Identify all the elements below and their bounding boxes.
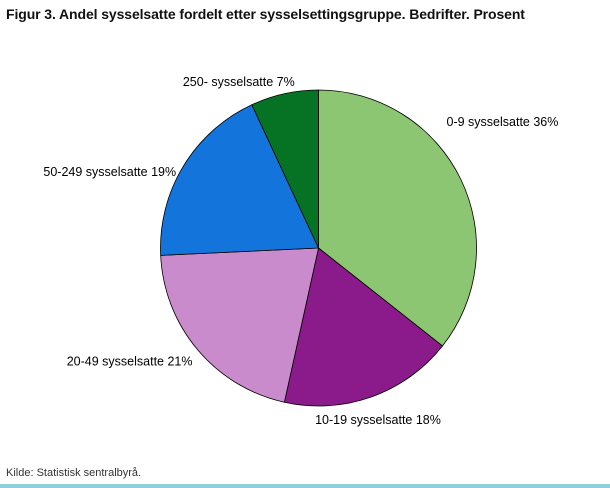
pie-slice-20-49-sysselsatte — [160, 247, 319, 403]
bottom-accent-bar — [0, 484, 610, 488]
pie-slice-250-sysselsatte — [251, 89, 319, 249]
pie-slice-0-9-sysselsatte — [318, 89, 477, 347]
pie-slice-label: 50-249 sysselsatte 19% — [43, 165, 176, 179]
pie-slice-label: 0-9 sysselsatte 36% — [447, 115, 559, 129]
chart-title: Figur 3. Andel sysselsatte fordelt etter… — [6, 6, 525, 22]
source-note: Kilde: Statistisk sentralbyrå. — [6, 467, 142, 479]
pie-slice-label: 250- sysselsatte 7% — [183, 75, 295, 89]
pie-slice-label: 10-19 sysselsatte 18% — [315, 413, 441, 427]
pie-slice-label: 20-49 sysselsatte 21% — [67, 355, 193, 369]
pie-slice-10-19-sysselsatte — [283, 247, 443, 407]
pie-slice-50-249-sysselsatte — [160, 104, 319, 256]
